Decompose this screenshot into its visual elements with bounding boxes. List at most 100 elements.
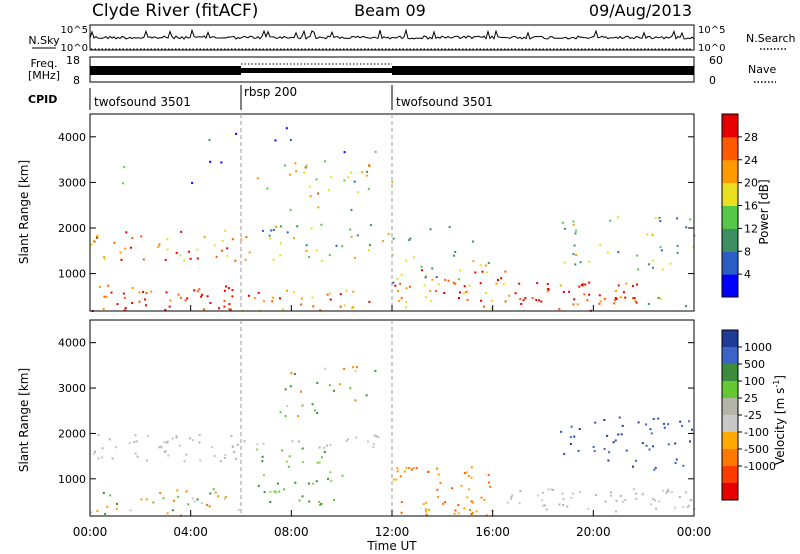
velocity-cell (632, 488, 635, 491)
power-cell (189, 257, 192, 260)
velocity-cell (323, 446, 326, 449)
power-cell (142, 290, 145, 293)
power-cell (327, 189, 330, 192)
power-cell (588, 293, 591, 296)
power-cell (519, 298, 522, 300)
velocity-cell (97, 433, 100, 436)
velocity-cell (185, 453, 188, 456)
velocity-ytick-label-0: 1000 (58, 473, 86, 486)
power-cell (305, 244, 308, 247)
power-cell (500, 277, 503, 280)
power-cell (326, 293, 329, 296)
power-cell (421, 269, 423, 272)
velocity-cell (191, 497, 194, 500)
power-cell (444, 278, 447, 281)
power-cell (453, 254, 456, 257)
velocity-cell (330, 479, 333, 482)
power-cell (285, 127, 288, 130)
velocity-cell (560, 430, 563, 433)
freq-ytick-left-top: 18 (66, 54, 80, 67)
velocity-cell (562, 498, 565, 501)
power-cell (572, 220, 575, 223)
power-cell (676, 251, 679, 254)
velocity-cell (687, 504, 690, 507)
power-cell (164, 309, 167, 311)
power-cell (353, 180, 356, 183)
velocity-cell (663, 422, 665, 425)
velocity-cell (392, 478, 395, 481)
power-cell (309, 195, 312, 198)
velocity-cell (134, 434, 137, 437)
power-cell (296, 225, 299, 228)
velocity-cell (318, 461, 321, 464)
power-cell (472, 260, 475, 263)
velocity-cell (467, 475, 470, 477)
velocity-cell (400, 511, 403, 514)
power-cell (536, 282, 539, 285)
power-cell (349, 228, 352, 231)
power-cell (186, 297, 189, 300)
velocity-cell (101, 447, 104, 450)
power-cell (531, 297, 534, 299)
velocity-cell (652, 418, 655, 420)
power-cell (310, 227, 313, 230)
power-cell (459, 269, 462, 272)
power-ylabel: Slant Range [km] (17, 160, 31, 264)
power-cell (524, 297, 527, 300)
power-cell (215, 255, 218, 258)
velocity-cell (104, 512, 107, 515)
velocity-cell (652, 498, 655, 500)
velocity-cell (635, 497, 638, 500)
velocity-cell (294, 481, 297, 484)
velocity-cell (214, 491, 217, 494)
power-cell (495, 282, 498, 285)
velocity-cell (320, 456, 323, 459)
power-cell (575, 254, 577, 256)
power-cell (622, 291, 625, 294)
velocity-cell (172, 499, 175, 502)
velocity-cell (219, 460, 222, 463)
power-cell (413, 256, 415, 259)
velocity-cell (231, 445, 234, 448)
power-cell (617, 284, 620, 287)
velocity-cell (569, 436, 572, 439)
velocity-cell (128, 442, 131, 445)
velocity-cell (275, 491, 278, 494)
velocity-ylabel: Slant Range [km] (17, 368, 31, 472)
power-cell (228, 308, 231, 310)
power-cell (330, 176, 333, 179)
velocity-ytick-label-3: 4000 (58, 337, 86, 350)
velocity-cell (653, 499, 656, 502)
power-cell (599, 300, 602, 303)
velocity-cell (617, 433, 620, 436)
velocity-cell (619, 494, 622, 497)
power-cell (144, 298, 147, 301)
power-cell (305, 250, 308, 252)
velocity-cell (607, 459, 610, 462)
velocity-cell (563, 453, 566, 455)
power-colorbar-swatch-7 (722, 114, 738, 138)
power-cell (669, 262, 672, 265)
power-cell (272, 258, 275, 261)
velocity-cell (187, 503, 190, 506)
power-cell (145, 292, 148, 294)
power-cell (578, 285, 581, 288)
power-cell (535, 299, 538, 301)
power-cell (248, 294, 250, 297)
power-cell (396, 277, 399, 280)
velocity-cell (592, 446, 595, 448)
power-cell (104, 258, 107, 261)
power-colorbar: 4 8 12 16 20 24 28 (721, 113, 758, 298)
velocity-cell (372, 445, 375, 448)
power-cell (574, 229, 577, 232)
power-cell (508, 294, 511, 297)
power-cell (245, 236, 248, 239)
velocity-cell (299, 390, 302, 393)
velocity-cell (395, 478, 398, 481)
velocity-cell (171, 437, 174, 440)
velocity-cell (428, 508, 430, 511)
velocity-yaxis-ticks: 1000 2000 3000 4000 (58, 337, 694, 486)
cpid-label: CPID (28, 93, 57, 106)
velocity-cell (547, 488, 550, 491)
power-cell (634, 300, 637, 303)
